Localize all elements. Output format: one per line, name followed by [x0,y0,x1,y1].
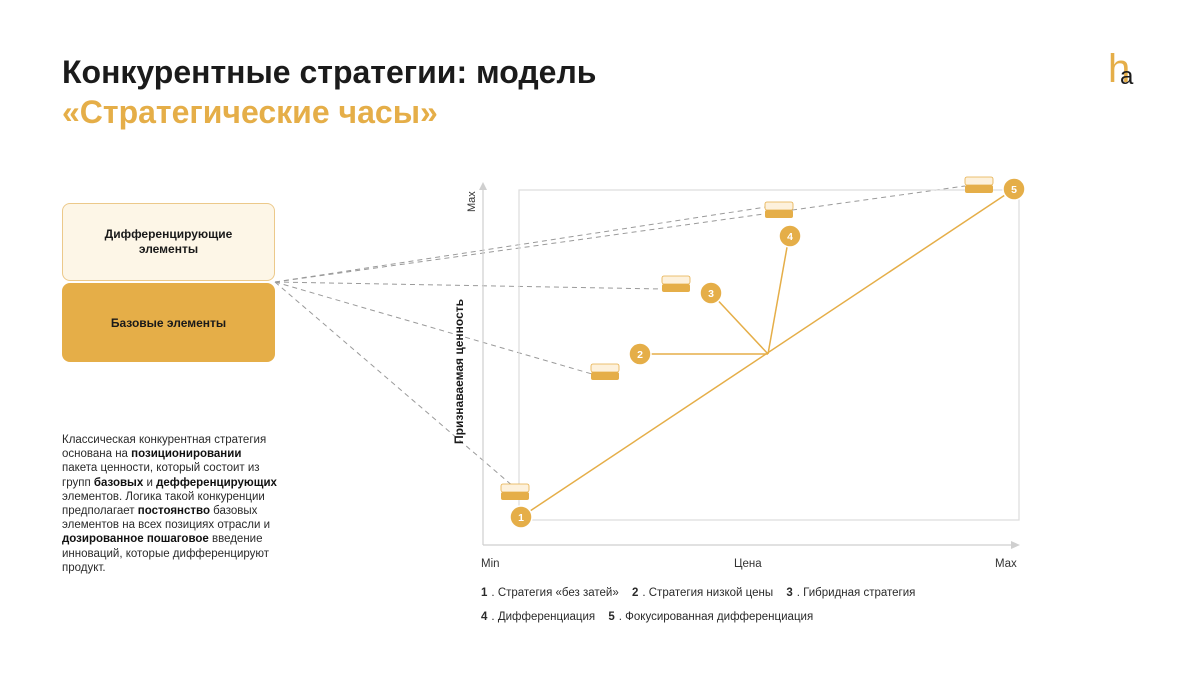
x-axis-min-label: Min [481,558,500,570]
description-segment: постоянство [137,505,210,518]
line-hub-to-4 [767,235,790,355]
strategy-node-4: 4 [778,224,802,248]
logo-letter-h: h [1108,48,1130,88]
connector-to-5 [274,185,966,283]
legend-item-2: 2. Стратегия низкой цены [631,587,774,599]
legend-item-1: 1. Стратегия «без затей» [481,587,619,599]
brand-logo: h a [1108,48,1134,88]
strategy-node-3-label: 3 [708,288,714,300]
value-package-icon-1 [500,483,530,500]
legend-item-3: 3. Гибридная стратегия [786,587,916,599]
legend-item-5: 5. Фокусированная дифференциация [608,611,814,623]
description-segment: базовых элементов на всех позициях отрас… [62,505,271,532]
strategy-node-2: 2 [628,342,652,366]
description-segment: введение инноваций, которые дифференциру… [62,533,270,574]
description-segment: базовых [93,476,144,489]
x-axis-max-label: Max [995,558,1017,570]
description-segment: дозированное пошаговое [62,533,209,546]
page-title-line1: Конкурентные стратегии: модель [62,54,597,90]
chart-frame [518,189,1020,521]
strategy-node-4-label: 4 [787,231,793,243]
strategy-node-5-label: 5 [1011,184,1017,196]
description-segment: пакета ценности, который состоит из груп… [62,462,260,489]
connector-to-2 [274,281,593,375]
dashed-connectors [274,185,966,488]
y-axis-arrow-icon [479,182,487,190]
base-elements-box: Базовые элементы [62,283,275,362]
axes [482,186,1015,546]
strategy-lines [520,188,1015,518]
strategy-node-3: 3 [699,281,723,305]
legend-row-2: 4. Дифференциация 5. Фокусированная дифф… [481,611,823,623]
line-hub-to-3 [710,292,769,355]
description-segment: Классическая конкурентная стратегия осно… [62,434,267,461]
page-title-line2: «Стратегические часы» [62,94,438,130]
legend-row-1: 1. Стратегия «без затей» 2. Стратегия ни… [481,587,925,599]
description-text: Классическая конкурентная стратегия осно… [62,433,277,575]
connector-to-1 [274,281,515,488]
description-segment: позиционировании [131,448,242,461]
legend-item-4: 4. Дифференциация [481,611,596,623]
x-axis-arrow-icon [1011,541,1020,549]
value-package-icon-4 [764,201,794,218]
strategy-node-1: 1 [509,505,533,529]
strategy-node-2-label: 2 [637,349,643,361]
description-segment: элементов. Логика такой конкуренции пред… [62,490,265,518]
value-package-icon-5 [964,176,994,193]
description-segment: дефференцирующих [156,476,277,489]
logo-letter-a: a [1120,63,1134,88]
connector-to-4 [274,206,767,283]
value-package-icon-2 [590,363,620,380]
description-segment: и [143,476,157,489]
strategy-node-5: 5 [1002,177,1026,201]
connector-to-3 [274,281,663,290]
page-title: Конкурентные стратегии: модель «Стратеги… [62,52,596,132]
strategy-node-1-label: 1 [518,512,524,524]
value-package-icon-3 [661,275,691,292]
differentiating-elements-box: Дифференцирующие элементы [62,203,275,281]
y-axis-label: Признаваемая ценность [452,299,466,444]
y-axis-max-label: Max [466,191,478,212]
x-axis-label: Цена [734,558,762,570]
